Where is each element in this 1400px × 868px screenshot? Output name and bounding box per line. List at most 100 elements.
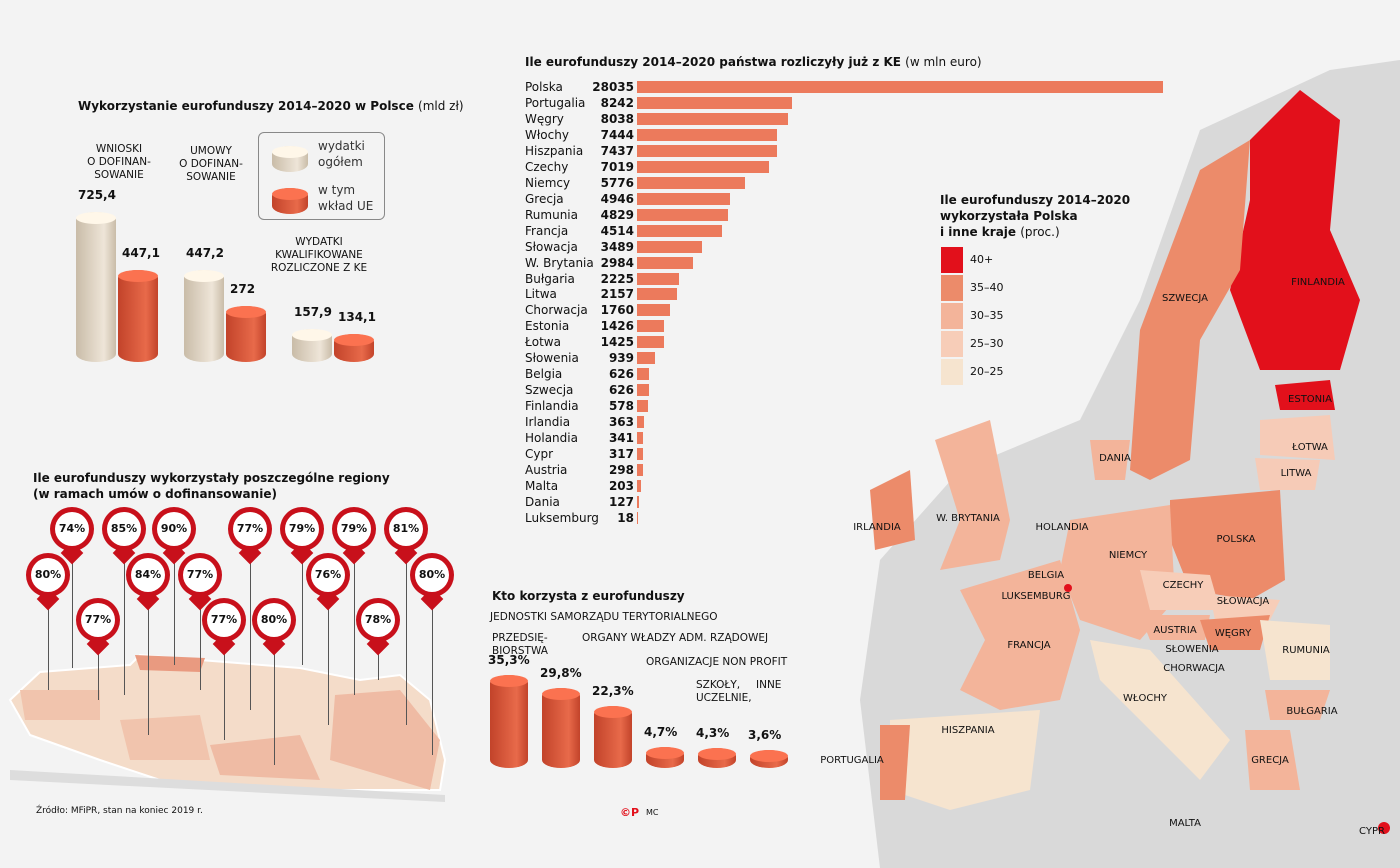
country-label: Niemcy bbox=[525, 175, 571, 190]
region-pin: 77% bbox=[76, 598, 120, 642]
country-value: 317 bbox=[608, 447, 634, 462]
legend-swatch-eu bbox=[272, 188, 308, 214]
country-value: 298 bbox=[608, 463, 634, 478]
beneficiary-value: 29,8% bbox=[540, 665, 582, 680]
region-pin: 80% bbox=[252, 598, 296, 642]
country-value: 127 bbox=[608, 494, 634, 509]
region-pin: 79% bbox=[332, 507, 376, 551]
pin-line bbox=[48, 599, 49, 690]
country-niemcy bbox=[1060, 505, 1175, 640]
country-bar bbox=[637, 160, 769, 173]
country-litwa bbox=[1255, 458, 1320, 490]
country-label: Grecja bbox=[525, 191, 564, 206]
country-bar bbox=[637, 208, 728, 221]
pin-line bbox=[378, 644, 379, 680]
country-bar bbox=[637, 256, 693, 269]
country-value: 7444 bbox=[600, 127, 634, 142]
country-value: 3489 bbox=[600, 239, 634, 254]
region-pin: 85% bbox=[102, 507, 146, 551]
country-label: DANIA bbox=[1099, 453, 1131, 464]
region-shape bbox=[330, 690, 440, 790]
pin-line bbox=[432, 599, 433, 755]
region-value: 84% bbox=[131, 558, 165, 592]
legend-swatch bbox=[941, 303, 963, 329]
region-pin: 80% bbox=[26, 553, 70, 597]
country-label: Malta bbox=[525, 479, 559, 493]
total-value: 447,2 bbox=[186, 245, 224, 260]
pin-line bbox=[328, 599, 329, 725]
country-bar bbox=[637, 480, 641, 492]
country-label: Rumunia bbox=[525, 207, 578, 222]
country-value: 626 bbox=[608, 383, 634, 398]
country-portugalia bbox=[880, 725, 910, 800]
region-pin: 79% bbox=[280, 507, 324, 551]
country-label: IRLANDIA bbox=[853, 522, 901, 533]
country-value: 341 bbox=[608, 431, 634, 446]
country-label: CYPR bbox=[1359, 826, 1385, 837]
country-bar bbox=[637, 320, 664, 333]
country-estonia bbox=[1275, 380, 1335, 410]
country-bar bbox=[637, 384, 649, 397]
country-value: 7019 bbox=[600, 159, 634, 174]
bar-eu bbox=[334, 334, 374, 362]
country-value: 1426 bbox=[600, 319, 634, 334]
country-value: 203 bbox=[608, 479, 634, 493]
author: MC bbox=[646, 808, 659, 817]
beneficiary-label: PRZEDSIĘ-BIORSTWA bbox=[492, 632, 548, 657]
country-value: 5776 bbox=[600, 175, 634, 190]
map-shadow bbox=[10, 770, 445, 802]
country-grecja bbox=[1245, 730, 1300, 790]
country-label: Szwecja bbox=[525, 383, 574, 398]
pin-line bbox=[98, 644, 99, 700]
country-label: FINLANDIA bbox=[1291, 277, 1345, 288]
country-bar bbox=[637, 192, 730, 205]
country-szwecja bbox=[1130, 140, 1250, 480]
country-label: Włochy bbox=[525, 127, 569, 142]
country-label: Bułgaria bbox=[525, 271, 575, 286]
country-label: AUSTRIA bbox=[1153, 625, 1197, 636]
country-bar bbox=[637, 81, 1163, 93]
country-rumunia bbox=[1260, 620, 1330, 680]
region-value: 77% bbox=[183, 558, 217, 592]
pin-line bbox=[274, 644, 275, 765]
pin-line bbox=[72, 553, 73, 668]
country-label: GRECJA bbox=[1251, 755, 1289, 766]
beneficiary-bar bbox=[594, 705, 632, 768]
region-pin: 77% bbox=[202, 598, 246, 642]
region-pin: 77% bbox=[178, 553, 222, 597]
country-bar bbox=[637, 288, 678, 301]
country-value: 28035 bbox=[592, 80, 634, 94]
country-label: Dania bbox=[525, 494, 560, 509]
country-francja bbox=[960, 560, 1080, 710]
region-pin: 76% bbox=[306, 553, 350, 597]
pin-line bbox=[224, 644, 225, 740]
publisher-logo: ©P bbox=[620, 806, 640, 819]
legend-label: 40+ bbox=[970, 253, 994, 266]
region-value: 79% bbox=[337, 512, 371, 546]
pin-line bbox=[354, 553, 355, 695]
map-title: Ile eurofunduszy 2014–2020 wykorzystała P… bbox=[940, 193, 1131, 239]
pin-line bbox=[124, 553, 125, 695]
country-label: W. BRYTANIA bbox=[936, 513, 1000, 524]
group-label: WYDATKI KWALIFIKOWANE ROZLICZONE Z KE bbox=[270, 236, 368, 274]
region-value: 77% bbox=[233, 512, 267, 546]
country-value: 578 bbox=[608, 399, 634, 414]
country-value: 2984 bbox=[600, 255, 634, 270]
country-bar bbox=[637, 464, 643, 477]
bar-total bbox=[292, 329, 332, 362]
country-value: 363 bbox=[608, 415, 634, 430]
country-luksemburg bbox=[1064, 584, 1072, 592]
country-bar bbox=[637, 144, 777, 157]
country-label: Portugalia bbox=[525, 95, 586, 110]
country-label: CHORWACJA bbox=[1163, 663, 1225, 674]
legend-swatch bbox=[941, 331, 963, 357]
country-label: CZECHY bbox=[1163, 580, 1205, 591]
legend-label: 25–30 bbox=[970, 337, 1004, 350]
bar-total bbox=[76, 212, 116, 362]
region-value: 80% bbox=[257, 603, 291, 637]
region-value: 80% bbox=[415, 558, 449, 592]
regions-title: Ile eurofunduszy wykorzystały poszczegól… bbox=[33, 471, 390, 501]
country-dania bbox=[1090, 440, 1130, 480]
